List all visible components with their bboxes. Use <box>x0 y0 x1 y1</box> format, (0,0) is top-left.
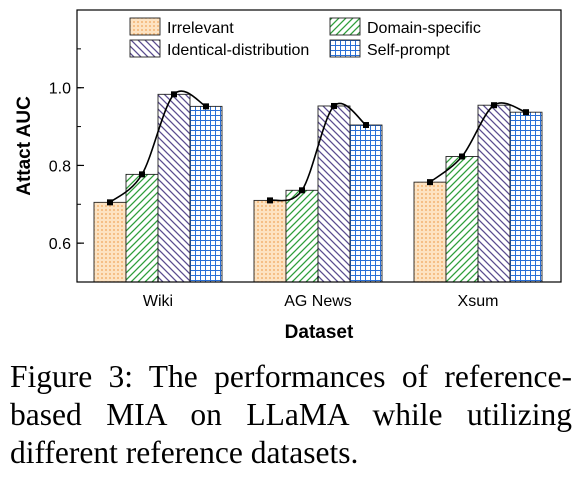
legend-label: Irrelevant <box>167 20 234 37</box>
trend-marker <box>491 102 497 109</box>
legend-label: Self-prompt <box>367 42 450 59</box>
x-tick-label: Xsum <box>458 293 499 310</box>
bar <box>189 105 223 283</box>
axes: 0.6 0.8 1.0 Wiki AG News Xsum Dataset Attact AU… <box>14 9 562 343</box>
trend-marker <box>171 91 177 98</box>
trend-line <box>269 102 367 202</box>
y-tick-label: 0.8 <box>49 158 71 175</box>
legend-swatch <box>329 17 361 36</box>
trend-marker <box>459 153 465 160</box>
trend-marker <box>523 109 529 116</box>
legend-swatch <box>329 39 361 58</box>
bar <box>349 124 383 283</box>
legend-label: Domain-specific <box>367 20 481 37</box>
trend-marker <box>427 179 433 186</box>
y-axis-title: Attact AUC <box>14 96 35 196</box>
trend-marker <box>267 197 273 204</box>
trend-marker <box>299 187 305 194</box>
trend-marker <box>331 102 337 109</box>
trend-marker <box>363 122 369 129</box>
legend-swatch <box>129 17 161 36</box>
bar <box>413 181 447 283</box>
trend-lines <box>107 90 529 206</box>
bar <box>285 189 319 283</box>
bar <box>253 199 287 283</box>
x-axis-title: Dataset <box>285 322 354 343</box>
trend-line <box>109 90 207 203</box>
x-tick-label: Wiki <box>143 293 173 310</box>
trend-marker <box>107 199 113 206</box>
bars <box>93 93 543 283</box>
x-tick-label: AG News <box>284 293 352 310</box>
trend-line <box>429 102 527 183</box>
legend: Irrelevant Domain-specific Identical-distr… <box>129 17 481 59</box>
bar <box>125 173 159 283</box>
legend-label: Identical-distribution <box>167 42 309 59</box>
bar <box>157 93 191 283</box>
bar <box>93 201 127 283</box>
bar <box>445 156 479 283</box>
trend-marker <box>139 171 145 178</box>
y-tick-label: 0.6 <box>49 236 71 253</box>
legend-swatch <box>129 39 161 58</box>
chart: 0.6 0.8 1.0 Wiki AG News Xsum Dataset Attact AU… <box>14 9 562 343</box>
trend-marker <box>203 103 209 110</box>
y-tick-label: 1.0 <box>49 81 71 98</box>
plot-frame <box>76 9 562 283</box>
bar <box>477 104 511 283</box>
bar <box>509 111 543 283</box>
figure-caption: Figure 3: The performances of reference-… <box>10 359 572 470</box>
